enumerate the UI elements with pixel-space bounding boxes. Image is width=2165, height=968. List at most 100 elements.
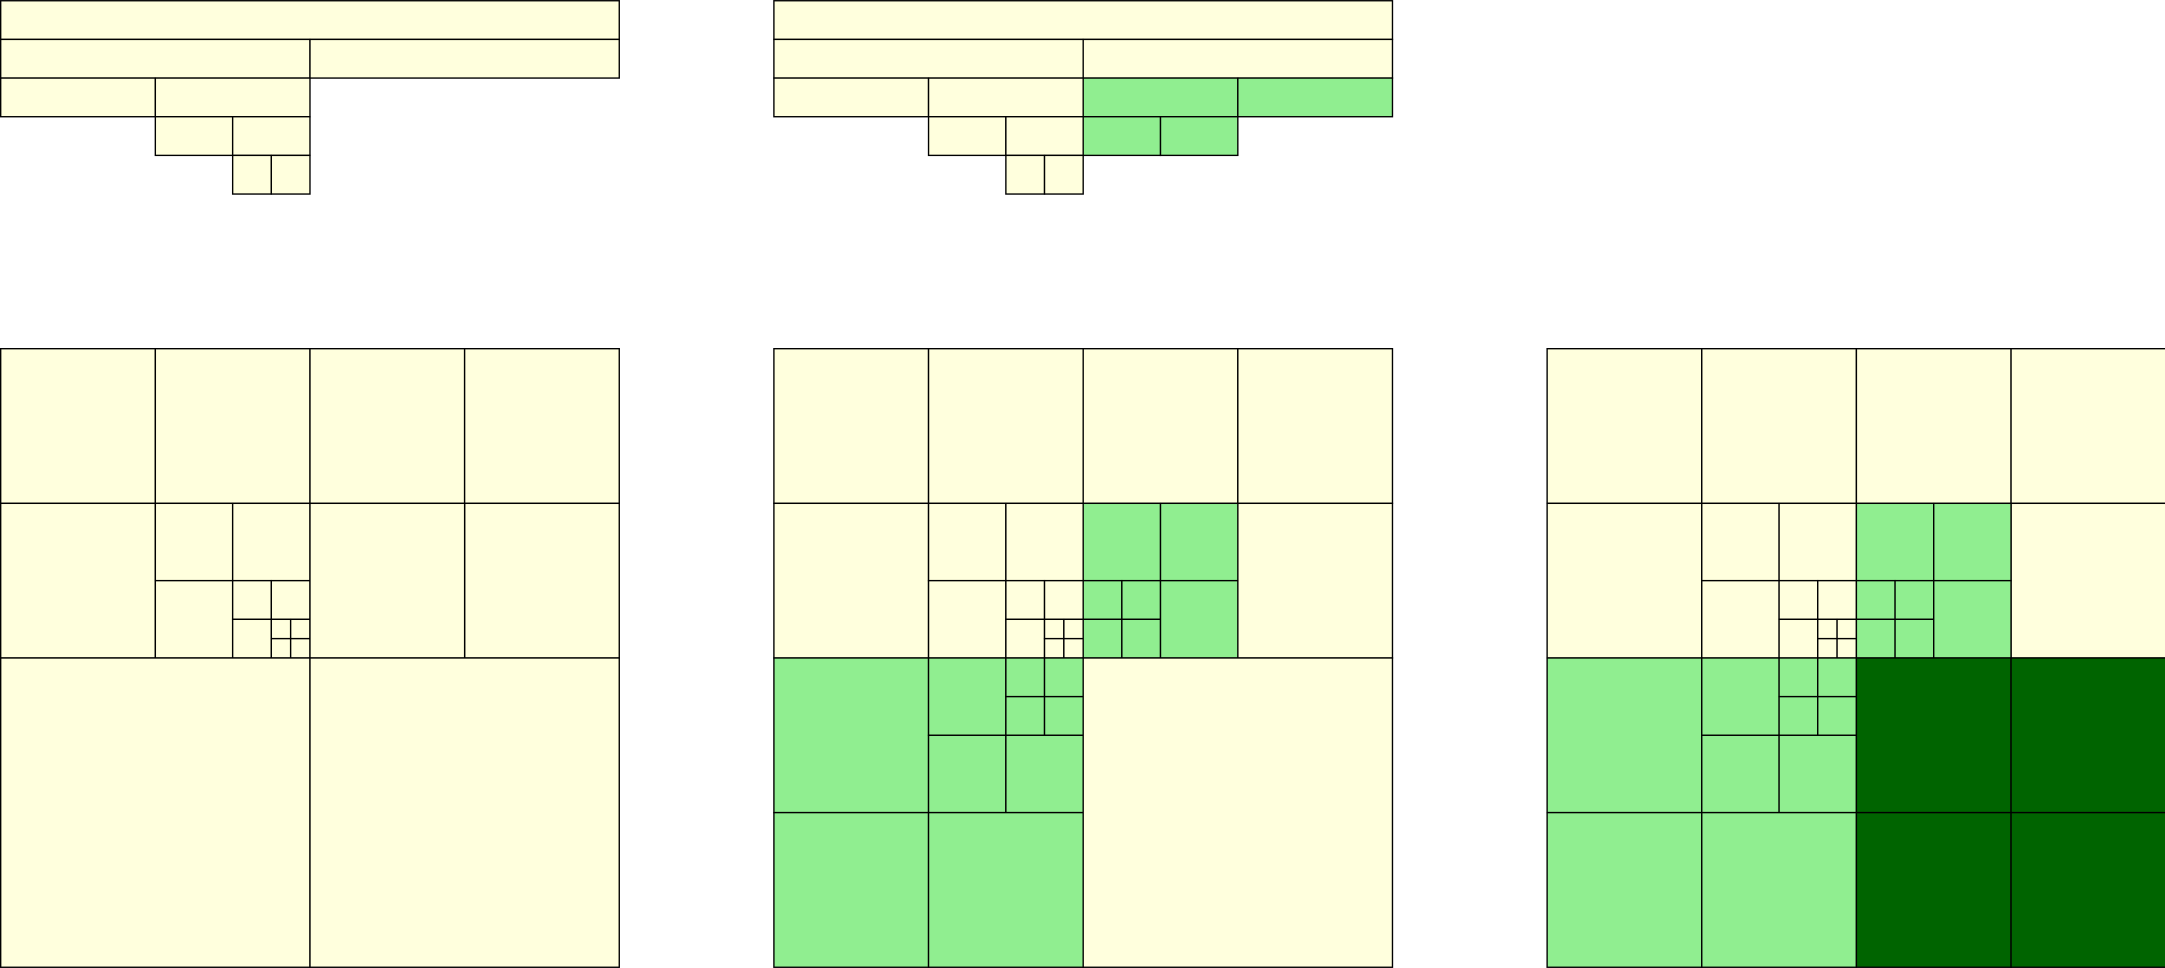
cell xyxy=(1546,657,1703,814)
cell xyxy=(1005,502,1084,582)
cell xyxy=(1005,154,1046,195)
cell xyxy=(1778,618,1819,659)
cell xyxy=(309,502,466,659)
cell xyxy=(1817,579,1858,621)
cell xyxy=(1778,734,1858,814)
cell xyxy=(1701,347,1858,505)
cell xyxy=(927,116,1007,157)
cell xyxy=(2010,657,2165,814)
cell xyxy=(1159,116,1239,157)
cell xyxy=(1082,116,1162,157)
cell xyxy=(1063,618,1084,640)
cell xyxy=(1237,502,1394,659)
cell xyxy=(154,347,311,505)
cell xyxy=(0,657,311,968)
cell xyxy=(1855,579,1896,621)
cell xyxy=(1778,502,1858,582)
cell xyxy=(1855,347,2012,505)
cell xyxy=(1043,657,1084,698)
cell xyxy=(1817,618,1838,640)
cell xyxy=(309,657,620,968)
cell xyxy=(773,0,1394,41)
cell xyxy=(1005,695,1046,736)
cell xyxy=(773,38,1084,79)
cell xyxy=(1043,637,1065,659)
cell xyxy=(1855,811,2012,968)
cell xyxy=(927,811,1084,968)
cell xyxy=(1701,734,1780,814)
cell xyxy=(2010,502,2165,659)
cell xyxy=(927,657,1007,736)
cell xyxy=(1043,154,1084,195)
cell xyxy=(231,579,273,621)
cell xyxy=(1701,657,1780,736)
cell xyxy=(270,579,311,621)
cell xyxy=(927,502,1007,582)
cell xyxy=(154,77,311,118)
cell xyxy=(1005,579,1046,621)
cell xyxy=(1778,579,1819,621)
cell xyxy=(1005,618,1046,659)
cell xyxy=(1894,579,1935,621)
cell xyxy=(1546,502,1703,659)
cell xyxy=(773,811,930,968)
cell xyxy=(1159,579,1239,659)
cell xyxy=(1836,618,1858,640)
cell xyxy=(1855,657,2012,814)
cell xyxy=(463,502,620,659)
cell xyxy=(463,347,620,505)
cell xyxy=(1701,579,1780,659)
cell xyxy=(1121,579,1162,621)
cell xyxy=(1043,618,1065,640)
cell xyxy=(1701,502,1780,582)
cell xyxy=(927,579,1007,659)
cell xyxy=(1005,734,1084,814)
cell xyxy=(154,579,234,659)
cell xyxy=(1082,347,1239,505)
cell xyxy=(231,116,311,157)
cell xyxy=(289,637,311,659)
cell xyxy=(0,502,157,659)
cell xyxy=(154,502,234,582)
cell xyxy=(1082,618,1123,659)
cell xyxy=(309,38,620,79)
cell xyxy=(1778,657,1819,698)
cell xyxy=(773,77,930,118)
cell xyxy=(1817,637,1838,659)
cell xyxy=(1855,618,1896,659)
cell xyxy=(231,502,311,582)
cell xyxy=(1237,347,1394,505)
cell xyxy=(1701,811,1858,968)
cell xyxy=(1063,637,1084,659)
cell xyxy=(1778,695,1819,736)
cell xyxy=(1082,657,1394,968)
cell xyxy=(1082,38,1394,79)
cell xyxy=(1121,618,1162,659)
cell xyxy=(1043,579,1084,621)
cell xyxy=(1933,502,2012,582)
cell xyxy=(927,77,1084,118)
cell xyxy=(289,618,311,640)
cell xyxy=(1817,657,1858,698)
cell xyxy=(270,637,292,659)
cell xyxy=(309,347,466,505)
cell xyxy=(2010,347,2165,505)
cell xyxy=(1159,502,1239,582)
cell xyxy=(231,618,273,659)
cell xyxy=(1082,77,1239,118)
cell xyxy=(1005,657,1046,698)
cell xyxy=(1005,116,1084,157)
cell xyxy=(773,502,930,659)
cell xyxy=(0,77,157,118)
cell xyxy=(1043,695,1084,736)
cell xyxy=(1082,502,1162,582)
cell xyxy=(1237,77,1394,118)
cell xyxy=(927,347,1084,505)
cell xyxy=(1855,502,1935,582)
cell xyxy=(1546,811,1703,968)
cell xyxy=(0,38,311,79)
cell xyxy=(773,347,930,505)
cell xyxy=(1836,637,1858,659)
